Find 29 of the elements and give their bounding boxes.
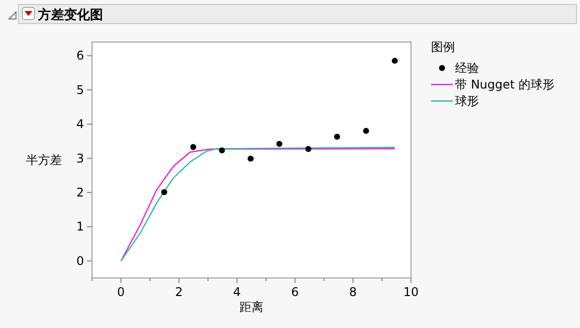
y-tick-label: 6 <box>76 48 84 63</box>
legend-label: 经验 <box>455 61 479 75</box>
y-tick-label: 4 <box>76 117 84 132</box>
point <box>334 134 340 140</box>
y-axis-title: 半方差 <box>26 153 62 167</box>
x-tick-label: 8 <box>349 285 357 299</box>
legend-title: 图例 <box>431 40 455 54</box>
chart-title: 方差变化图 <box>37 7 103 23</box>
legend-label: 球形 <box>455 94 479 108</box>
point <box>276 140 282 147</box>
point <box>305 146 312 152</box>
x-tick-label: 10 <box>403 285 419 299</box>
point <box>392 58 398 64</box>
legend-label: 带 Nugget 的球形 <box>455 78 555 92</box>
x-tick-label: 6 <box>291 285 299 299</box>
x-axis-title: 距离 <box>240 300 264 314</box>
point <box>363 128 370 134</box>
x-tick-label: 2 <box>175 285 183 299</box>
x-tick-label: 0 <box>117 285 125 299</box>
point <box>190 144 196 150</box>
y-tick-label: 2 <box>76 185 84 200</box>
y-tick-label: 0 <box>76 254 84 268</box>
y-tick-label: 3 <box>76 151 84 166</box>
y-tick-label: 5 <box>76 82 84 97</box>
point <box>218 147 225 154</box>
point <box>161 189 168 196</box>
point <box>248 156 254 162</box>
x-tick-label: 4 <box>233 285 241 299</box>
y-tick-label: 1 <box>76 220 84 234</box>
